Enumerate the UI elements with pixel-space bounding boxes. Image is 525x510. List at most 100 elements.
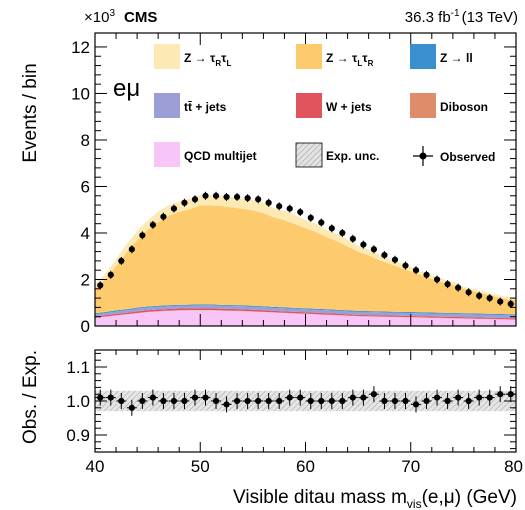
observed-point (360, 240, 367, 249)
stack-area-zll (95, 304, 516, 316)
observed-point (265, 198, 272, 207)
ratio-point (253, 393, 264, 409)
bottom-y-tick-label: 1.0 (66, 392, 90, 411)
top-y-tick-label: 8 (81, 131, 90, 150)
ratio-point (179, 393, 190, 409)
top-y-tick-label: 4 (81, 224, 90, 243)
ratio-point (337, 393, 348, 409)
observed-point (486, 294, 493, 303)
observed-point (191, 195, 199, 204)
ratio-point (400, 393, 411, 409)
observed-point (160, 212, 167, 221)
observed-point (423, 270, 430, 279)
ratio-point (116, 393, 127, 409)
observed-point (349, 234, 356, 243)
observed-point (181, 198, 188, 207)
legend-swatch-qcd (154, 142, 180, 167)
observed-point (223, 192, 230, 201)
x-tick-label: 50 (191, 457, 210, 476)
ratio-point (295, 389, 306, 406)
ratio-point (211, 393, 222, 409)
observed-point (276, 202, 283, 211)
ratio-point (442, 393, 453, 409)
observed-point (381, 251, 388, 260)
top-y-axis-title: Events / bin (20, 63, 41, 162)
stack-area-ztt_l (95, 205, 516, 315)
ratio-point (484, 389, 495, 406)
observed-point (139, 231, 146, 240)
ratio-observed-layer (95, 386, 516, 416)
ratio-point (326, 393, 337, 409)
legend-swatch-diboson (410, 93, 436, 118)
x-tick-label: 70 (401, 457, 420, 476)
ratio-point (284, 389, 295, 406)
ratio-point (305, 393, 316, 409)
observed-point (297, 208, 304, 217)
observed-point (286, 204, 293, 213)
legend-swatch-ttbar (154, 93, 180, 118)
top-y-tick-label: 10 (71, 84, 90, 103)
legend-label-observed: Observed (440, 150, 495, 164)
observed-point (202, 191, 209, 200)
channel-label: eμ (113, 75, 140, 102)
observed-point (370, 245, 378, 254)
observed-point (118, 256, 125, 265)
legend-label-wjets: W + jets (326, 100, 372, 114)
ratio-point (347, 389, 358, 406)
ratio-point (432, 389, 443, 406)
top-observed-layer (97, 191, 514, 308)
legend-swatch-zll (410, 44, 436, 69)
lumi-label: 36.3 fb-1 (13 TeV) (405, 8, 518, 26)
observed-point (233, 192, 241, 201)
legend: Z → τRτL Z → τLτR Z → ll tt̄ + jets W + … (154, 44, 495, 168)
ratio-band-layer (95, 390, 516, 412)
bottom-y-axis-title: Obs. / Exp. (20, 350, 41, 444)
legend-label-ztt-r: Z → τRτL (184, 51, 232, 68)
observed-point (328, 224, 335, 233)
legend-label-unc: Exp. unc. (326, 149, 379, 163)
legend-swatch-unc (295, 142, 323, 168)
ratio-point (242, 393, 253, 409)
ratio-point (263, 393, 274, 409)
bottom-axis-layer: 0.9 1.0 1.1 40 50 60 70 80 (66, 349, 523, 476)
legend-label-ztt-l: Z → τLτR (326, 51, 374, 68)
top-y-tick-label: 0 (81, 317, 90, 336)
observed-point (255, 195, 262, 204)
ratio-point (200, 389, 211, 406)
observed-point (433, 275, 441, 284)
ratio-point (453, 389, 464, 406)
ratio-point (421, 393, 432, 409)
legend-swatch-ztt-r (154, 44, 180, 69)
stack-area-ztt_r (95, 195, 516, 300)
observed-point (128, 245, 135, 254)
ratio-point (358, 389, 369, 406)
bottom-y-tick-label: 0.9 (66, 426, 90, 445)
x-axis-title: Visible ditau mass mvis(e,μ) (GeV) (233, 487, 517, 510)
top-axis-layer: 0 2 4 6 8 10 12 (71, 32, 517, 336)
y-multiplier-label: ×103 (84, 8, 115, 26)
observed-point (444, 280, 451, 289)
observed-point (149, 220, 156, 229)
legend-label-zll: Z → ll (440, 51, 473, 65)
ratio-point (137, 393, 148, 409)
ratio-point (274, 393, 285, 409)
ratio-point (411, 396, 422, 413)
ratio-uncertainty-band (95, 390, 516, 412)
experiment-label: CMS (124, 9, 157, 26)
ratio-point (316, 393, 327, 409)
ratio-point (221, 396, 232, 413)
x-tick-label: 80 (504, 457, 523, 476)
bottom-y-tick-label: 1.1 (66, 358, 90, 377)
observed-point (318, 218, 325, 227)
ratio-point (495, 386, 506, 403)
observed-point (465, 288, 472, 297)
legend-label-ttbar: tt̄ + jets (184, 100, 227, 114)
observed-point (97, 281, 104, 290)
observed-point (391, 255, 399, 264)
top-y-tick-label: 2 (81, 270, 90, 289)
observed-point (507, 299, 514, 308)
x-tick-label: 60 (296, 457, 315, 476)
legend-label-qcd: QCD multijet (184, 149, 257, 163)
